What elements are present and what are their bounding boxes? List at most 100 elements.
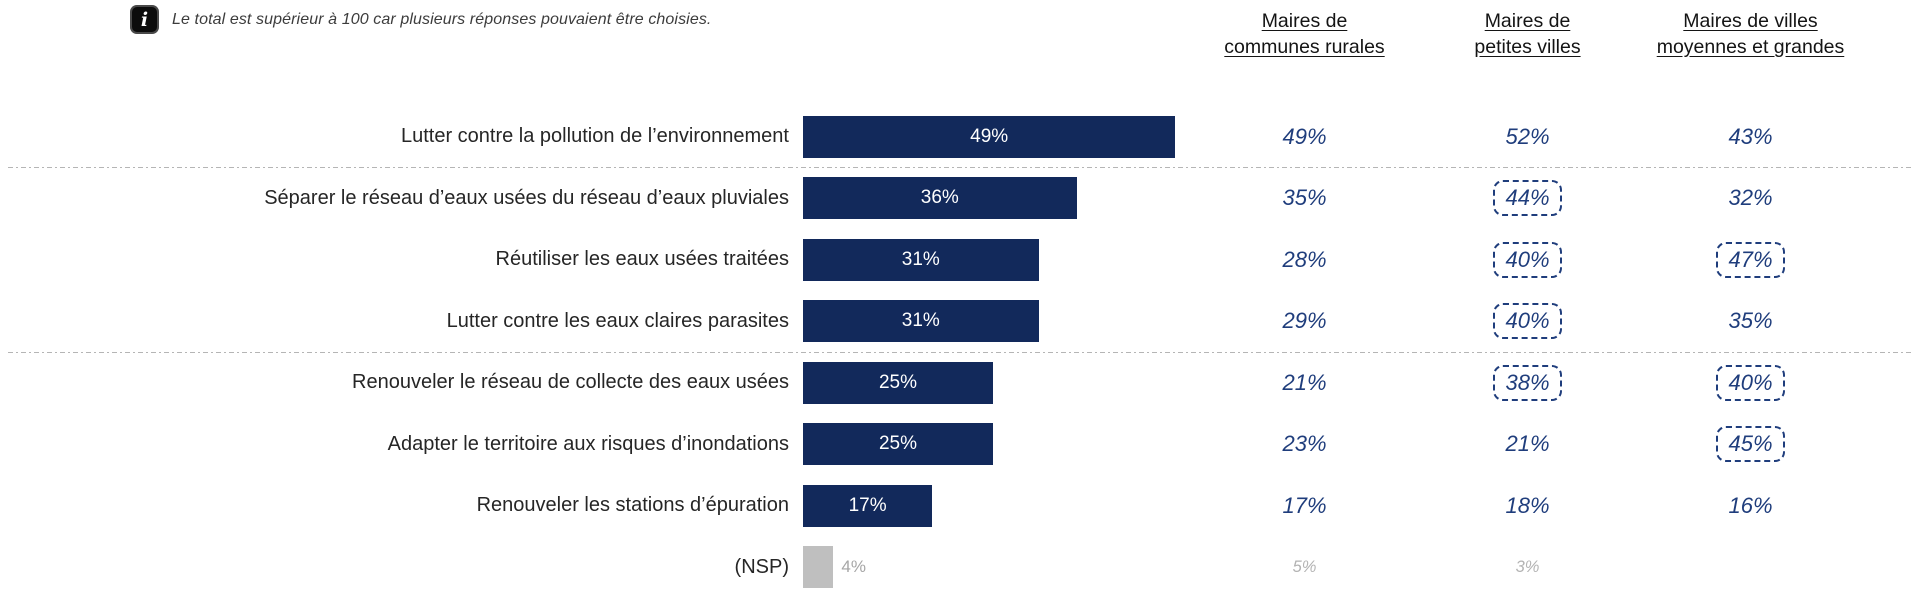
bar-area: 4% xyxy=(803,546,1193,589)
column-headers: Maires de communes rurales Maires de pet… xyxy=(1193,8,1862,60)
value-rural: 23% xyxy=(1193,431,1416,457)
bar-value-label: 36% xyxy=(920,187,959,209)
value-text: 18% xyxy=(1505,492,1550,518)
bar-value-label: 25% xyxy=(878,371,918,393)
bar: 25% xyxy=(803,423,993,466)
bar: 36% xyxy=(803,177,1077,220)
value-villes-moyennes: 16% xyxy=(1639,493,1862,519)
value-text: 38% xyxy=(1493,364,1562,401)
chart-row: Lutter contre les eaux claires parasites… xyxy=(0,291,1920,353)
value-villes-moyennes: 43% xyxy=(1639,124,1862,150)
footnote: i Le total est supérieur à 100 car plusi… xyxy=(130,5,711,34)
value-petites-villes: 40% xyxy=(1416,303,1639,340)
value-text: 32% xyxy=(1728,185,1773,211)
bar-value-label: 17% xyxy=(848,494,887,516)
value-text: 40% xyxy=(1716,364,1785,401)
bar-area: 25% xyxy=(803,423,1193,466)
value-villes-moyennes: 35% xyxy=(1639,308,1862,334)
bar: 25% xyxy=(803,361,993,404)
row-label: Renouveler les stations d’épuration xyxy=(476,494,789,517)
value-text: 44% xyxy=(1493,180,1562,217)
row-label: Lutter contre la pollution de l’environn… xyxy=(400,125,789,148)
value-petites-villes: 21% xyxy=(1416,431,1639,457)
bar-value-label: 25% xyxy=(878,433,918,455)
value-text: 28% xyxy=(1282,246,1327,272)
row-label: Réutiliser les eaux usées traitées xyxy=(495,248,789,271)
row-label: Renouveler le réseau de collecte des eau… xyxy=(352,371,789,394)
value-rural: 49% xyxy=(1193,124,1416,150)
value-text: 47% xyxy=(1716,241,1785,278)
value-text: 35% xyxy=(1282,185,1327,211)
bar-value-label: 4% xyxy=(841,557,866,577)
value-petites-villes: 18% xyxy=(1416,493,1639,519)
chart-row: Adapter le territoire aux risques d’inon… xyxy=(0,414,1920,476)
bar-area: 31% xyxy=(803,238,1193,281)
value-rural: 28% xyxy=(1193,247,1416,273)
bar: 31% xyxy=(803,300,1039,343)
value-petites-villes: 44% xyxy=(1416,180,1639,217)
dashed-separator xyxy=(8,352,1912,353)
value-text: 52% xyxy=(1505,123,1550,149)
header-line: Maires de xyxy=(1261,10,1348,32)
row-label: (NSP) xyxy=(734,555,789,578)
value-text: 23% xyxy=(1282,431,1327,457)
value-villes-moyennes: 47% xyxy=(1639,241,1862,278)
value-text: 21% xyxy=(1505,431,1550,457)
header-line: Maires de xyxy=(1484,10,1571,32)
header-line: communes rurales xyxy=(1224,36,1385,58)
bar-value-label: 31% xyxy=(901,248,940,270)
value-text: 35% xyxy=(1728,308,1773,334)
bar-area: 25% xyxy=(803,361,1193,404)
value-villes-moyennes: 40% xyxy=(1639,364,1862,401)
chart-row: Renouveler le réseau de collecte des eau… xyxy=(0,352,1920,414)
header-maires-communes-rurales: Maires de communes rurales xyxy=(1193,8,1416,60)
bar: 4% xyxy=(803,546,866,589)
bar-area: 31% xyxy=(803,300,1193,343)
row-label: Lutter contre les eaux claires parasites xyxy=(446,309,789,332)
value-rural: 17% xyxy=(1193,493,1416,519)
header-line: moyennes et grandes xyxy=(1656,36,1845,58)
value-text: 45% xyxy=(1716,426,1785,463)
value-petites-villes: 40% xyxy=(1416,241,1639,278)
info-icon: i xyxy=(130,5,159,34)
bar-area: 17% xyxy=(803,484,1193,527)
value-text: 5% xyxy=(1292,557,1317,576)
header-maires-petites-villes: Maires de petites villes xyxy=(1416,8,1639,60)
value-petites-villes: 52% xyxy=(1416,124,1639,150)
value-villes-moyennes: 45% xyxy=(1639,426,1862,463)
row-label: Adapter le territoire aux risques d’inon… xyxy=(387,432,789,455)
value-petites-villes: 3% xyxy=(1416,558,1639,577)
value-villes-moyennes: 32% xyxy=(1639,185,1862,211)
header-line: Maires de villes xyxy=(1683,10,1818,32)
value-rural: 5% xyxy=(1193,558,1416,577)
value-rural: 21% xyxy=(1193,370,1416,396)
value-text: 43% xyxy=(1728,123,1773,149)
bar: 49% xyxy=(803,115,1176,158)
value-rural: 35% xyxy=(1193,185,1416,211)
chart-row-nsp: (NSP) 4% 5% 3% xyxy=(0,537,1920,599)
value-text: 49% xyxy=(1282,123,1327,149)
chart-row: Lutter contre la pollution de l’environn… xyxy=(0,106,1920,168)
chart-rows: Lutter contre la pollution de l’environn… xyxy=(0,106,1920,598)
header-maires-villes-moyennes: Maires de villes moyennes et grandes xyxy=(1639,8,1862,60)
bar-area: 49% xyxy=(803,115,1193,158)
dashed-separator xyxy=(8,167,1912,168)
value-text: 40% xyxy=(1493,303,1562,340)
header-line: petites villes xyxy=(1474,36,1581,58)
value-text: 21% xyxy=(1282,369,1327,395)
bar-value-label: 49% xyxy=(970,125,1009,147)
chart-row: Séparer le réseau d’eaux usées du réseau… xyxy=(0,168,1920,230)
bar: 17% xyxy=(803,484,933,527)
footnote-text: Le total est supérieur à 100 car plusieu… xyxy=(172,10,712,28)
value-text: 29% xyxy=(1282,308,1327,334)
value-rural: 29% xyxy=(1193,308,1416,334)
bar-area: 36% xyxy=(803,177,1193,220)
value-text: 40% xyxy=(1493,241,1562,278)
row-label: Séparer le réseau d’eaux usées du réseau… xyxy=(264,186,789,209)
bar: 31% xyxy=(803,238,1039,281)
value-text: 17% xyxy=(1282,492,1327,518)
chart-row: Réutiliser les eaux usées traitées 31% 2… xyxy=(0,229,1920,291)
value-text: 3% xyxy=(1515,557,1540,576)
value-text: 16% xyxy=(1728,492,1773,518)
